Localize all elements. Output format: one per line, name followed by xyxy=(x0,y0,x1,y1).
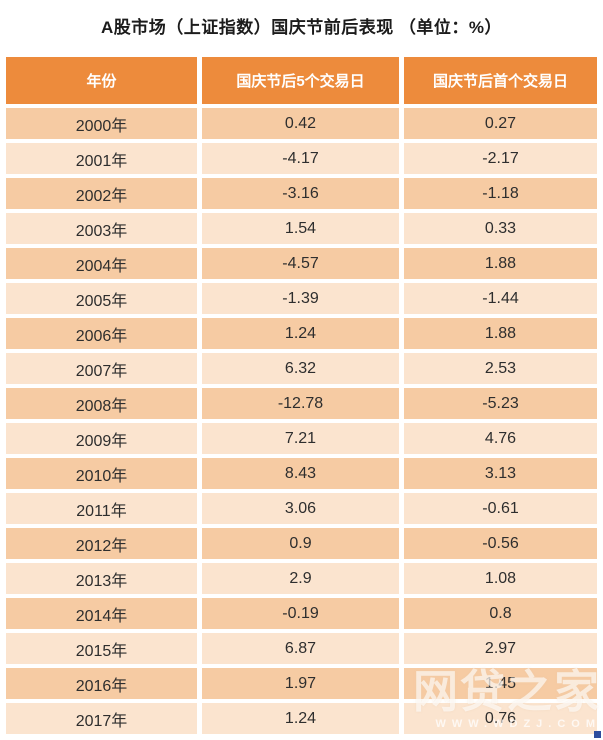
value-cell: 1.24 xyxy=(202,318,399,349)
value-cell: 6.87 xyxy=(202,633,399,664)
year-cell: 2013年 xyxy=(6,563,197,594)
year-cell: 2014年 xyxy=(6,598,197,629)
value-cell: -4.17 xyxy=(202,143,399,174)
value-cell: -3.16 xyxy=(202,178,399,209)
value-cell: 2.53 xyxy=(404,353,597,384)
value-cell: 1.97 xyxy=(202,668,399,699)
value-cell: 0.76 xyxy=(404,703,597,734)
value-cell: -12.78 xyxy=(202,388,399,419)
value-cell: 8.43 xyxy=(202,458,399,489)
year-cell: 2016年 xyxy=(6,668,197,699)
year-cell: 2009年 xyxy=(6,423,197,454)
value-cell: 1.88 xyxy=(404,318,597,349)
value-cell: 1.08 xyxy=(404,563,597,594)
value-cell: -1.18 xyxy=(404,178,597,209)
column-header-2: 国庆节后首个交易日 xyxy=(404,57,597,104)
holiday-performance-table: 年份 国庆节后5个交易日 国庆节后首个交易日 2000年 0.42 0.27 2001年 -4… xyxy=(6,57,597,734)
year-cell: 2012年 xyxy=(6,528,197,559)
value-cell: 7.21 xyxy=(202,423,399,454)
column-header-1: 国庆节后5个交易日 xyxy=(202,57,399,104)
value-cell: 1.88 xyxy=(404,248,597,279)
value-cell: 1.45 xyxy=(404,668,597,699)
column-header-0: 年份 xyxy=(6,57,197,104)
year-cell: 2011年 xyxy=(6,493,197,524)
value-cell: 0.33 xyxy=(404,213,597,244)
value-cell: -0.19 xyxy=(202,598,399,629)
corner-mark xyxy=(594,731,601,738)
value-cell: -0.61 xyxy=(404,493,597,524)
value-cell: 4.76 xyxy=(404,423,597,454)
value-cell: 6.32 xyxy=(202,353,399,384)
value-cell: -0.56 xyxy=(404,528,597,559)
value-cell: -5.23 xyxy=(404,388,597,419)
value-cell: -2.17 xyxy=(404,143,597,174)
value-cell: 0.8 xyxy=(404,598,597,629)
value-cell: -1.44 xyxy=(404,283,597,314)
value-cell: 1.54 xyxy=(202,213,399,244)
value-cell: -4.57 xyxy=(202,248,399,279)
year-cell: 2004年 xyxy=(6,248,197,279)
year-cell: 2008年 xyxy=(6,388,197,419)
value-cell: -1.39 xyxy=(202,283,399,314)
page-title: A股市场（上证指数）国庆节前后表现 （单位：%） xyxy=(100,18,503,37)
year-cell: 2000年 xyxy=(6,108,197,139)
year-cell: 2017年 xyxy=(6,703,197,734)
value-cell: 3.13 xyxy=(404,458,597,489)
value-cell: 2.97 xyxy=(404,633,597,664)
year-cell: 2001年 xyxy=(6,143,197,174)
year-cell: 2002年 xyxy=(6,178,197,209)
value-cell: 1.24 xyxy=(202,703,399,734)
year-cell: 2015年 xyxy=(6,633,197,664)
year-cell: 2006年 xyxy=(6,318,197,349)
year-cell: 2005年 xyxy=(6,283,197,314)
value-cell: 3.06 xyxy=(202,493,399,524)
year-cell: 2007年 xyxy=(6,353,197,384)
value-cell: 0.27 xyxy=(404,108,597,139)
year-cell: 2003年 xyxy=(6,213,197,244)
value-cell: 0.9 xyxy=(202,528,399,559)
value-cell: 2.9 xyxy=(202,563,399,594)
year-cell: 2010年 xyxy=(6,458,197,489)
value-cell: 0.42 xyxy=(202,108,399,139)
